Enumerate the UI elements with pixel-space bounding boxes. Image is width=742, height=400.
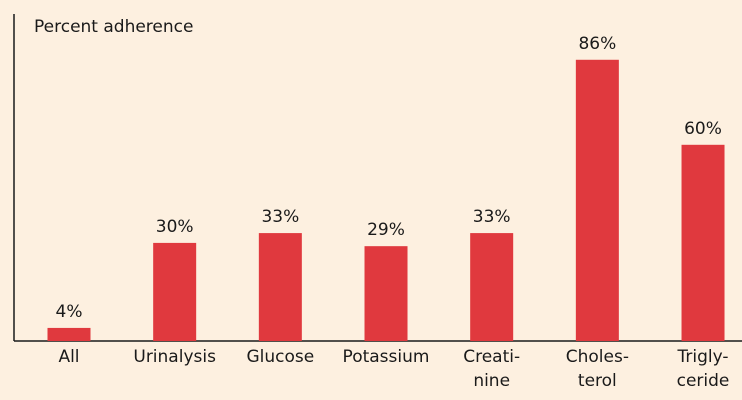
bar — [575, 59, 619, 341]
value-label: 4% — [56, 302, 83, 322]
x-tick-label-line: Creati- — [463, 347, 520, 367]
value-label: 60% — [684, 119, 722, 139]
x-tick-label-line: nine — [473, 371, 510, 391]
value-label: 30% — [156, 217, 194, 237]
value-label: 33% — [473, 207, 511, 227]
x-tick-label-line: All — [58, 347, 79, 367]
bar — [681, 144, 725, 341]
x-tick-label-line: Glucose — [246, 347, 314, 367]
x-tick-label-line: Choles- — [566, 347, 629, 367]
x-tick-label: Glucose — [246, 347, 314, 367]
bar — [364, 246, 408, 341]
x-tick-label-line: Urinalysis — [133, 347, 216, 367]
x-tick-label-line: Trigly- — [677, 347, 729, 367]
value-label: 86% — [578, 34, 616, 54]
x-tick-label: Trigly-ceride — [677, 347, 730, 391]
bar — [153, 242, 197, 341]
bar — [258, 233, 302, 341]
x-tick-label: Creati-nine — [463, 347, 520, 391]
y-axis-label: Percent adherence — [34, 17, 193, 37]
x-tick-label-line: ceride — [677, 371, 730, 391]
value-label: 29% — [367, 220, 405, 240]
bar — [470, 233, 514, 341]
value-label: 33% — [261, 207, 299, 227]
x-tick-label: Urinalysis — [133, 347, 216, 367]
bar — [47, 327, 91, 341]
x-tick-label: All — [58, 347, 79, 367]
x-tick-label: Choles-terol — [566, 347, 629, 391]
x-tick-label-line: terol — [578, 371, 617, 391]
x-tick-label-line: Potassium — [343, 347, 430, 367]
x-tick-label: Potassium — [343, 347, 430, 367]
